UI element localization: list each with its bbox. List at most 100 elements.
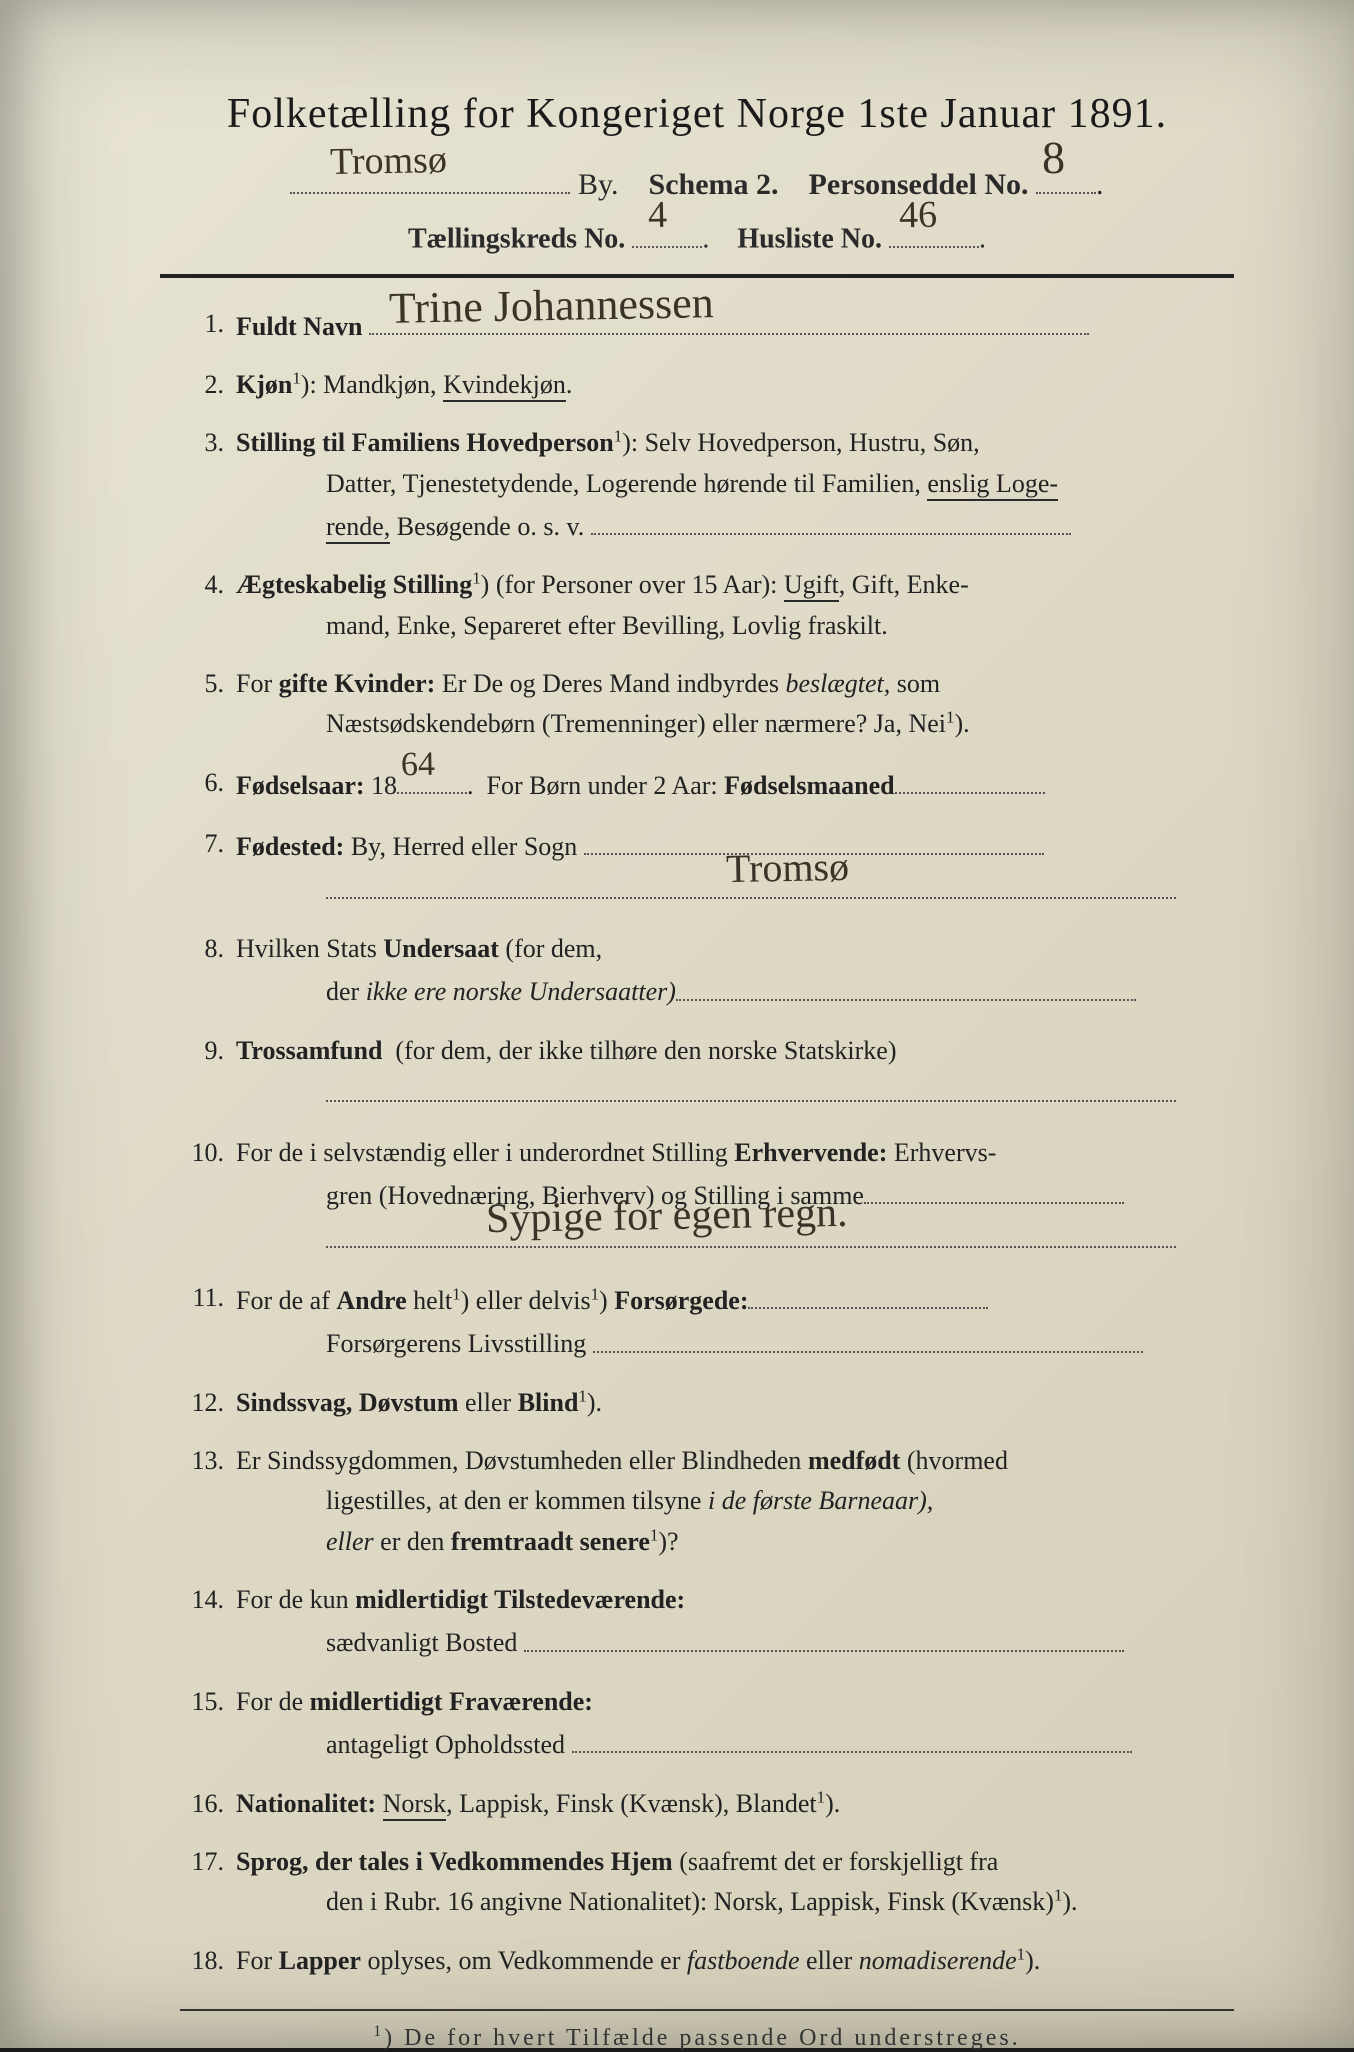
f10-fill-2: Sypige for egen regn. bbox=[326, 1216, 1176, 1247]
f4-selected: Ugift bbox=[784, 570, 839, 602]
f8-1b: (for dem, bbox=[499, 934, 602, 963]
f18-label: Lapper bbox=[279, 1946, 361, 1975]
field-14: For de kun midlertidigt Tilstedeværende:… bbox=[180, 1580, 1234, 1664]
f5-1c: Er De og Deres Mand indbyrdes bbox=[435, 669, 785, 698]
f11-line2: Forsørgerens Livsstilling bbox=[236, 1321, 1234, 1364]
f8-2: der bbox=[326, 978, 366, 1007]
taellingskreds-field: 4 bbox=[632, 214, 702, 248]
f6-year-value: 64 bbox=[401, 750, 435, 778]
f5-1b: gifte Kvinder: bbox=[279, 669, 436, 698]
f9-line2 bbox=[236, 1071, 1234, 1114]
f9-label: Trossamfund bbox=[236, 1036, 382, 1065]
f16-label: Nationalitet: bbox=[236, 1789, 376, 1818]
f13-2b: i de første Barneaar), bbox=[708, 1486, 933, 1515]
f8-2i: ikke ere norske Undersaatter) bbox=[366, 978, 676, 1007]
f13-line3: eller er den fremtraadt senere1)? bbox=[236, 1522, 1234, 1562]
f11-noteref-1: 1 bbox=[452, 1284, 460, 1303]
f14-line2: sædvanligt Bosted bbox=[236, 1620, 1234, 1663]
f12-noteref: 1 bbox=[578, 1386, 586, 1405]
f13-noteref: 1 bbox=[650, 1525, 658, 1544]
f13-2a: ligestilles, at den er kommen tilsyne bbox=[326, 1486, 708, 1515]
footnote: 1) De for hvert Tilfælde passende Ord un… bbox=[140, 2023, 1254, 2052]
f11-1a: For de af bbox=[236, 1286, 336, 1315]
f18-opt2: nomadiserende bbox=[859, 1946, 1017, 1975]
field-10: For de i selvstændig eller i underordnet… bbox=[180, 1133, 1234, 1260]
f18-1b: oplyses, om Vedkommende er bbox=[361, 1946, 687, 1975]
f3-selected-part2: rende, bbox=[326, 512, 390, 544]
footnote-ref: 1 bbox=[373, 2023, 384, 2040]
by-field: Tromsø bbox=[290, 158, 570, 194]
f17-line2: den i Rubr. 16 angivne Nationalitet): No… bbox=[236, 1882, 1234, 1922]
field-12: Sindssvag, Døvstum eller Blind1). bbox=[180, 1383, 1234, 1423]
f5-line2-text: Næstsødskendebørn (Tremenninger) eller n… bbox=[326, 709, 946, 738]
f11-1f: Forsørgede: bbox=[614, 1286, 748, 1315]
f13-3c: fremtraadt senere bbox=[451, 1527, 650, 1556]
f11-1e: ) bbox=[599, 1286, 614, 1315]
f11-1b: Andre bbox=[336, 1286, 406, 1315]
f10-line3: Sypige for egen regn. bbox=[236, 1216, 1234, 1259]
f14-fill bbox=[524, 1620, 1124, 1651]
f13-line2: ligestilles, at den er kommen tilsyne i … bbox=[236, 1481, 1234, 1521]
f2-noteref: 1 bbox=[292, 368, 300, 387]
f5-1e: som bbox=[890, 669, 940, 698]
f16-selected: Norsk bbox=[383, 1789, 447, 1821]
f3-noteref: 1 bbox=[614, 427, 622, 446]
f11-fill-2 bbox=[593, 1321, 1143, 1352]
footnote-text: De for hvert Tilfælde passende Ord under… bbox=[404, 2025, 1021, 2051]
footnote-divider bbox=[180, 2009, 1234, 2011]
f6-label: Fødselsaar: bbox=[236, 771, 365, 800]
f1-label: Fuldt Navn bbox=[236, 312, 362, 341]
f9-fill bbox=[326, 1071, 1176, 1102]
f18-noteref: 1 bbox=[1017, 1944, 1025, 1963]
f10-1c: Erhvervs- bbox=[887, 1138, 996, 1167]
f18-opt1: fastboende bbox=[687, 1946, 800, 1975]
f7-label: Fødested: bbox=[236, 832, 344, 861]
f1-fill: Trine Johannessen bbox=[369, 304, 1089, 335]
field-11: For de af Andre helt1) eller delvis1) Fo… bbox=[180, 1278, 1234, 1365]
f15-1: For de bbox=[236, 1687, 310, 1716]
f11-line2-text: Forsørgerens Livsstilling bbox=[326, 1330, 586, 1359]
f8-label: Undersaat bbox=[383, 934, 499, 963]
f6-suffix: For Børn under 2 Aar: bbox=[487, 771, 718, 800]
f3-line2: Datter, Tjenestetydende, Logerende høren… bbox=[236, 464, 1234, 504]
f1-value-handwritten: Trine Johannessen bbox=[389, 285, 714, 326]
f5-line2: Næstsødskendebørn (Tremenninger) eller n… bbox=[236, 704, 1234, 744]
field-5: For gifte Kvinder: Er De og Deres Mand i… bbox=[180, 664, 1234, 745]
f15-line2-text: antageligt Opholdssted bbox=[326, 1730, 565, 1759]
by-label: By. bbox=[578, 168, 619, 201]
f13-1b: medfødt bbox=[808, 1446, 900, 1475]
f10-value-handwritten: Sypige for egen regn. bbox=[486, 1197, 848, 1237]
f7-fill-2: Tromsø bbox=[326, 868, 1176, 899]
f8-line2: der ikke ere norske Undersaatter) bbox=[236, 969, 1234, 1012]
f5-noteref: 1 bbox=[946, 708, 954, 727]
f11-fill-1 bbox=[748, 1278, 988, 1309]
f13-1: Er Sindssygdommen, Døvstumheden eller Bl… bbox=[236, 1446, 808, 1475]
personseddel-field: 8 bbox=[1036, 158, 1096, 194]
f4-qualifier: (for Personer over 15 Aar): bbox=[496, 570, 778, 599]
field-1: Fuldt Navn Trine Johannessen bbox=[180, 304, 1234, 347]
f12-text: eller bbox=[459, 1388, 518, 1417]
f3-selected-part1: enslig Loge- bbox=[927, 469, 1058, 501]
f13-3b: er den bbox=[374, 1527, 451, 1556]
f16-noteref: 1 bbox=[817, 1787, 825, 1806]
field-16: Nationalitet: Norsk, Lappisk, Finsk (Kvæ… bbox=[180, 1784, 1234, 1824]
f10-1a: For de i selvstændig eller i underordnet… bbox=[236, 1138, 734, 1167]
subheader-row-1: Tromsø By. Schema 2. Personseddel No. 8 … bbox=[140, 158, 1254, 202]
field-list: Fuldt Navn Trine Johannessen Kjøn1): Man… bbox=[140, 304, 1254, 1981]
f17-line2-text: den i Rubr. 16 angivne Nationalitet): No… bbox=[326, 1887, 1054, 1916]
f17-label: Sprog, der tales i Vedkommendes Hjem bbox=[236, 1847, 673, 1876]
f8-1: Hvilken Stats bbox=[236, 934, 383, 963]
f10-fill-1 bbox=[864, 1173, 1124, 1204]
f7-value-handwritten: Tromsø bbox=[726, 851, 850, 885]
by-value-handwritten: Tromsø bbox=[330, 145, 447, 177]
f3-label: Stilling til Familiens Hovedperson bbox=[236, 428, 614, 457]
husliste-field: 46 bbox=[889, 214, 979, 248]
field-8: Hvilken Stats Undersaat (for dem, der ik… bbox=[180, 929, 1234, 1013]
f6-year-fill: 64 bbox=[397, 763, 467, 794]
husliste-label: Husliste No. bbox=[737, 224, 882, 255]
f8-fill bbox=[676, 969, 1136, 1000]
f6-month-fill bbox=[895, 763, 1045, 794]
field-7: Fødested: By, Herred eller Sogn Tromsø bbox=[180, 824, 1234, 911]
f3-opts-1: Selv Hovedperson, Hustru, Søn, bbox=[645, 428, 980, 457]
f9-text: (for dem, der ikke tilhøre den norske St… bbox=[395, 1036, 896, 1065]
